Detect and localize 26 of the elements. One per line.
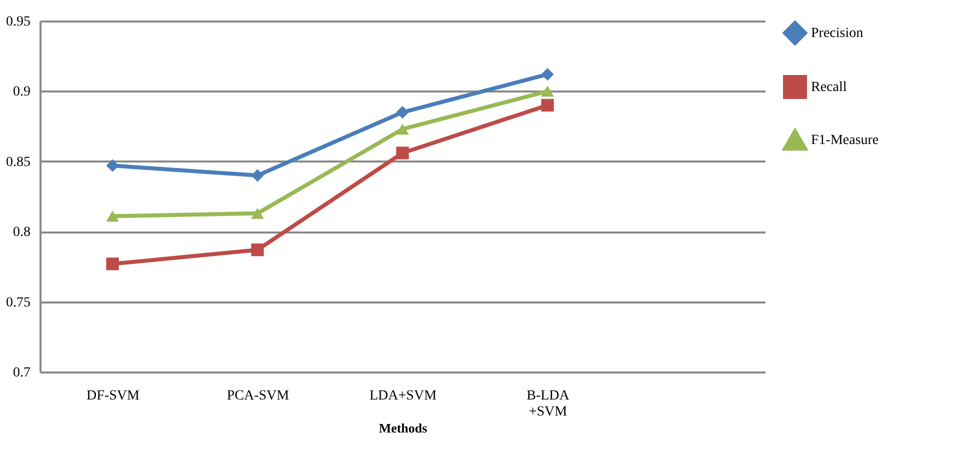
y-tick-label: 0.9 [13,84,30,100]
legend-label: Recall [811,80,847,95]
point [106,159,119,172]
y-tick-label: 0.95 [6,14,30,30]
y-tick-label: 0.85 [6,154,30,170]
y-tick-label: 0.7 [13,366,30,380]
y-tick-label: 0.75 [6,295,30,310]
point [541,86,554,97]
point [106,210,119,222]
x-tick-label: DF-SVM [86,388,140,404]
legend-label: Precision [811,26,864,41]
legend-label: F1-Measure [811,133,879,148]
x-tick-label: PCA-SVM [226,388,290,404]
point [251,169,264,182]
x-axis-title: Methods [378,420,428,436]
point [541,68,554,81]
point [396,124,409,135]
point [396,106,409,119]
point [541,98,554,112]
x-tick-label: B-LDA +SVM [526,388,570,420]
point [251,208,264,219]
point [106,258,119,270]
x-tick-label: LDA+SVM [369,388,438,404]
y-tick-label: 0.8 [13,225,30,240]
point [251,244,264,256]
point [396,146,409,160]
